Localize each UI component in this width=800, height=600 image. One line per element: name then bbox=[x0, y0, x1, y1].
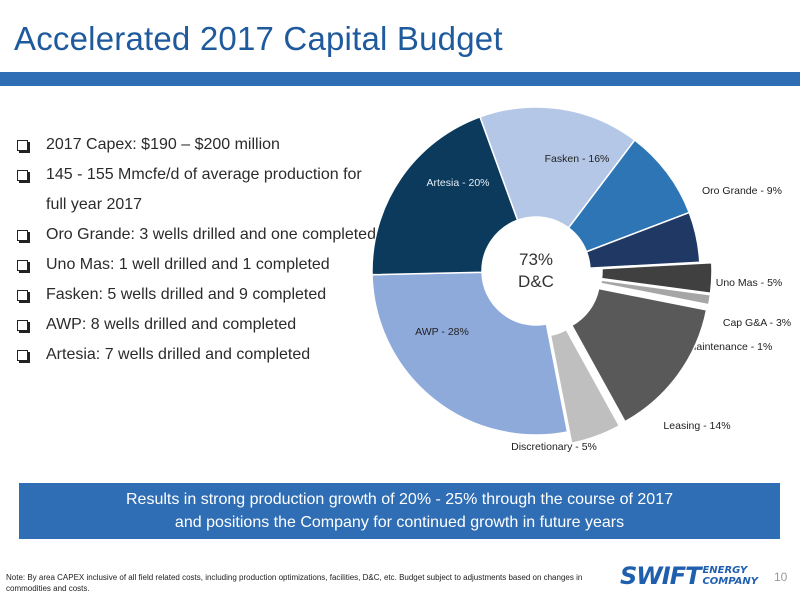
center-label-text: D&C bbox=[518, 272, 554, 291]
checkbox-bullet-icon bbox=[17, 230, 28, 241]
checkbox-bullet-icon bbox=[17, 290, 28, 301]
bullet-list: 2017 Capex: $190 – $200 million 145 - 15… bbox=[14, 130, 384, 370]
checkbox-bullet-icon bbox=[17, 260, 28, 271]
logo-subtext: ENERGY COMPANY bbox=[702, 565, 758, 587]
bullet-text: Uno Mas: 1 well drilled and 1 completed bbox=[46, 256, 330, 273]
logo-sub-line: ENERGY bbox=[702, 565, 748, 576]
pie-slice-label: Fasken - 16% bbox=[545, 153, 610, 165]
capex-pie-chart: Fasken - 16% Oro Grande - 9% Uno Mas - 5% C… bbox=[360, 88, 800, 468]
bullet-text: 145 - 155 Mmcfe/d of average production … bbox=[46, 166, 362, 213]
center-label-percent: 73% bbox=[519, 250, 553, 269]
pie-slice bbox=[570, 287, 708, 423]
pie-slice bbox=[600, 261, 713, 295]
checkbox-bullet-icon bbox=[17, 170, 28, 181]
bullet-item: AWP: 8 wells drilled and completed bbox=[14, 310, 384, 340]
bullet-item: Artesia: 7 wells drilled and completed bbox=[14, 340, 384, 370]
pie-slice bbox=[599, 279, 712, 306]
pie-slice bbox=[549, 328, 621, 445]
bullet-text: Artesia: 7 wells drilled and completed bbox=[46, 346, 311, 363]
pie-slice bbox=[371, 115, 519, 276]
bullet-text: AWP: 8 wells drilled and completed bbox=[46, 316, 297, 333]
bullet-text: Fasken: 5 wells drilled and 9 completed bbox=[46, 286, 327, 303]
logo-word: SWIFT bbox=[620, 562, 701, 590]
pie-slice-label: Discretionary - 5% bbox=[511, 441, 597, 453]
checkbox-bullet-icon bbox=[17, 350, 28, 361]
company-logo: SWIFT ENERGY COMPANY bbox=[620, 561, 758, 591]
bullet-text: Oro Grande: 3 wells drilled and one comp… bbox=[46, 226, 376, 243]
pie-slice-label: Maintenance - 1% bbox=[688, 341, 773, 353]
pie-chart-svg: Fasken - 16% Oro Grande - 9% Uno Mas - 5% C… bbox=[371, 106, 791, 453]
bullet-item: 2017 Capex: $190 – $200 million bbox=[14, 130, 384, 160]
page-number: 10 bbox=[774, 570, 788, 584]
banner-line: and positions the Company for continued … bbox=[174, 514, 625, 531]
pie-slice-label: Leasing - 14% bbox=[663, 420, 730, 432]
bullet-item: 145 - 155 Mmcfe/d of average production … bbox=[14, 160, 384, 220]
checkbox-bullet-icon bbox=[17, 140, 28, 151]
footnote: Note: By area CAPEX inclusive of all fie… bbox=[6, 573, 583, 593]
banner-line: Results in strong production growth of 2… bbox=[126, 491, 673, 508]
title-rule bbox=[0, 72, 800, 86]
bullet-item: Oro Grande: 3 wells drilled and one comp… bbox=[14, 220, 384, 250]
bullet-item: Fasken: 5 wells drilled and 9 completed bbox=[14, 280, 384, 310]
bullet-text: 2017 Capex: $190 – $200 million bbox=[46, 136, 280, 153]
bullet-item: Uno Mas: 1 well drilled and 1 completed bbox=[14, 250, 384, 280]
pie-slice bbox=[478, 106, 636, 229]
summary-banner: Results in strong production growth of 2… bbox=[19, 483, 780, 539]
pie-slice-label: AWP - 28% bbox=[415, 326, 469, 338]
pie-slice-label: Oro Grande - 9% bbox=[702, 185, 782, 197]
pie-slice-label: Uno Mas - 5% bbox=[716, 277, 783, 289]
pie-slice-label: Artesia - 20% bbox=[426, 177, 489, 189]
logo-sub-line: COMPANY bbox=[702, 576, 759, 587]
pie-slice bbox=[585, 211, 701, 269]
pie-slice-label: Cap G&A - 3% bbox=[723, 317, 791, 329]
slide-title: Accelerated 2017 Capital Budget bbox=[14, 20, 503, 57]
checkbox-bullet-icon bbox=[17, 320, 28, 331]
pie-slice bbox=[371, 271, 569, 436]
